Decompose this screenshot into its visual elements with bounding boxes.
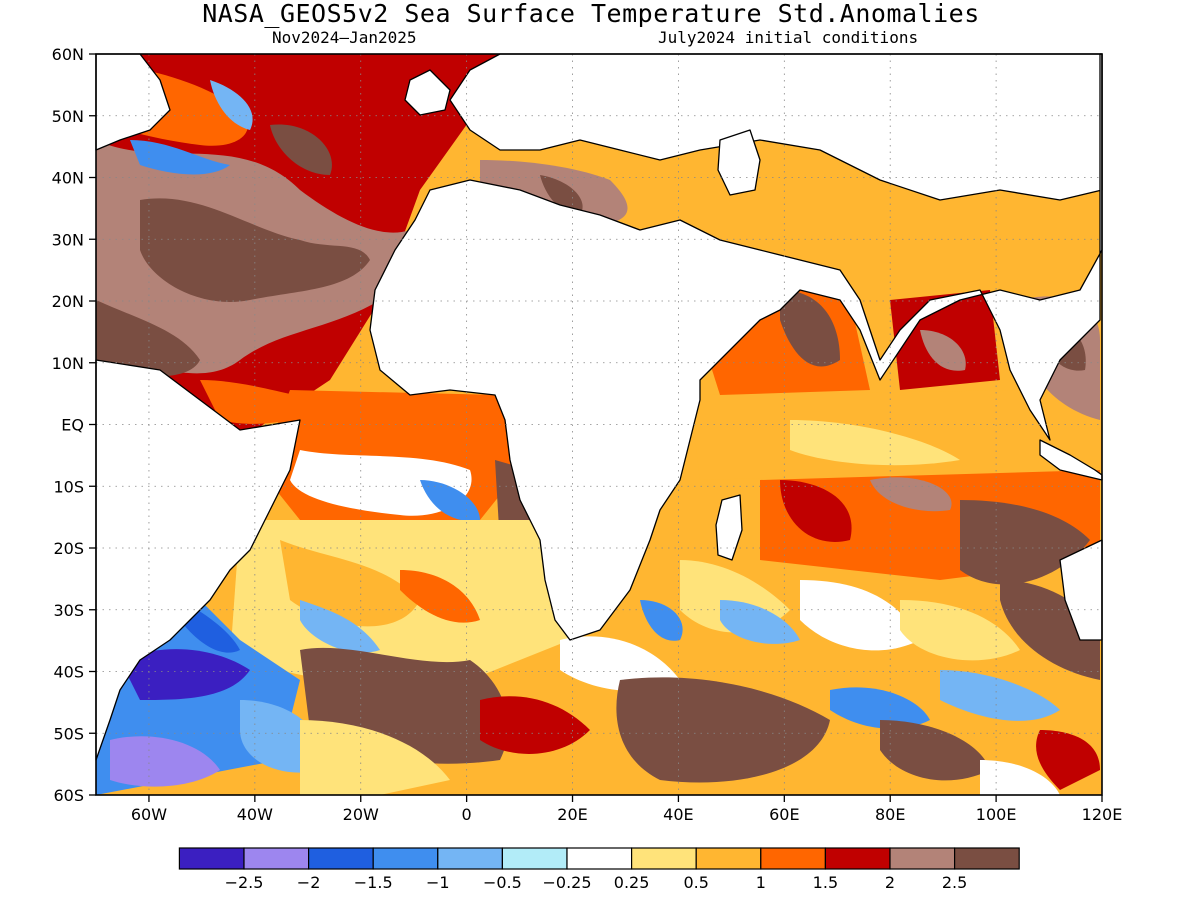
legend-color-box bbox=[760, 847, 826, 870]
lat-label: 60N bbox=[52, 45, 84, 64]
lon-label: 20E bbox=[557, 805, 587, 824]
lat-label: 30N bbox=[52, 230, 84, 249]
lon-label: 60W bbox=[131, 805, 167, 824]
lon-tick-labels: 60W 40W 20W 0 20E 40E 60E 80E 100E 120E bbox=[131, 805, 1122, 824]
lat-label: 50S bbox=[53, 724, 84, 743]
lat-label: 20N bbox=[52, 292, 84, 311]
legend-color-box bbox=[178, 847, 245, 870]
legend-label: −2 bbox=[297, 873, 321, 892]
lat-label: 10S bbox=[53, 477, 84, 496]
lat-label: 30S bbox=[53, 601, 84, 620]
legend-label: −0.5 bbox=[483, 873, 522, 892]
legend-color-box bbox=[501, 847, 568, 870]
legend-label: −1.5 bbox=[354, 873, 393, 892]
forecast-period: Nov2024–Jan2025 bbox=[272, 28, 417, 47]
legend-label: 1 bbox=[756, 873, 766, 892]
lat-tick-labels: 60N 50N 40N 30N 20N 10N EQ 10S 20S 30S 4… bbox=[52, 45, 84, 805]
color-legend: −2.5 −2 −1.5 −1 −0.5 −0.25 0.25 0.5 1 1.… bbox=[178, 847, 1020, 892]
lon-label: 40E bbox=[663, 805, 693, 824]
lat-label: EQ bbox=[61, 416, 84, 435]
continents bbox=[95, 53, 1103, 761]
lat-label: 60S bbox=[53, 786, 84, 805]
legend-label: −2.5 bbox=[225, 873, 264, 892]
legend-color-box bbox=[889, 847, 956, 870]
lon-label: 80E bbox=[875, 805, 905, 824]
lat-label: 50N bbox=[52, 107, 84, 126]
lat-label: 40N bbox=[52, 169, 84, 188]
lon-label: 60E bbox=[769, 805, 799, 824]
legend-color-box bbox=[695, 847, 762, 870]
legend-label: 0.25 bbox=[614, 873, 650, 892]
legend-color-box bbox=[566, 847, 633, 870]
legend-color-box bbox=[437, 847, 503, 870]
legend-color-box bbox=[308, 847, 374, 870]
legend-label: 2.5 bbox=[942, 873, 967, 892]
legend-label: −0.25 bbox=[542, 873, 591, 892]
lon-tick-marks bbox=[148, 795, 1103, 802]
lon-label: 0 bbox=[462, 805, 472, 824]
legend-color-box bbox=[372, 847, 439, 870]
legend-color-box bbox=[243, 847, 310, 870]
initial-conditions: July2024 initial conditions bbox=[658, 28, 919, 47]
legend-color-box bbox=[630, 847, 697, 870]
legend-label: 1.5 bbox=[813, 873, 838, 892]
lat-tick-marks bbox=[89, 53, 96, 796]
lat-label: 20S bbox=[53, 539, 84, 558]
graticule bbox=[96, 54, 1102, 795]
legend-label: 2 bbox=[885, 873, 895, 892]
legend-label: −1 bbox=[426, 873, 450, 892]
lon-label: 20W bbox=[343, 805, 379, 824]
lat-label: 40S bbox=[53, 663, 84, 682]
legend-label: 0.5 bbox=[683, 873, 708, 892]
lat-label: 10N bbox=[52, 354, 84, 373]
legend-color-box bbox=[824, 847, 891, 870]
lon-label: 40W bbox=[237, 805, 273, 824]
legend-color-box bbox=[953, 847, 1020, 870]
map-title: NASA_GEOS5v2 Sea Surface Temperature Std… bbox=[202, 0, 980, 28]
lon-label: 120E bbox=[1082, 805, 1123, 824]
lon-label: 100E bbox=[976, 805, 1017, 824]
